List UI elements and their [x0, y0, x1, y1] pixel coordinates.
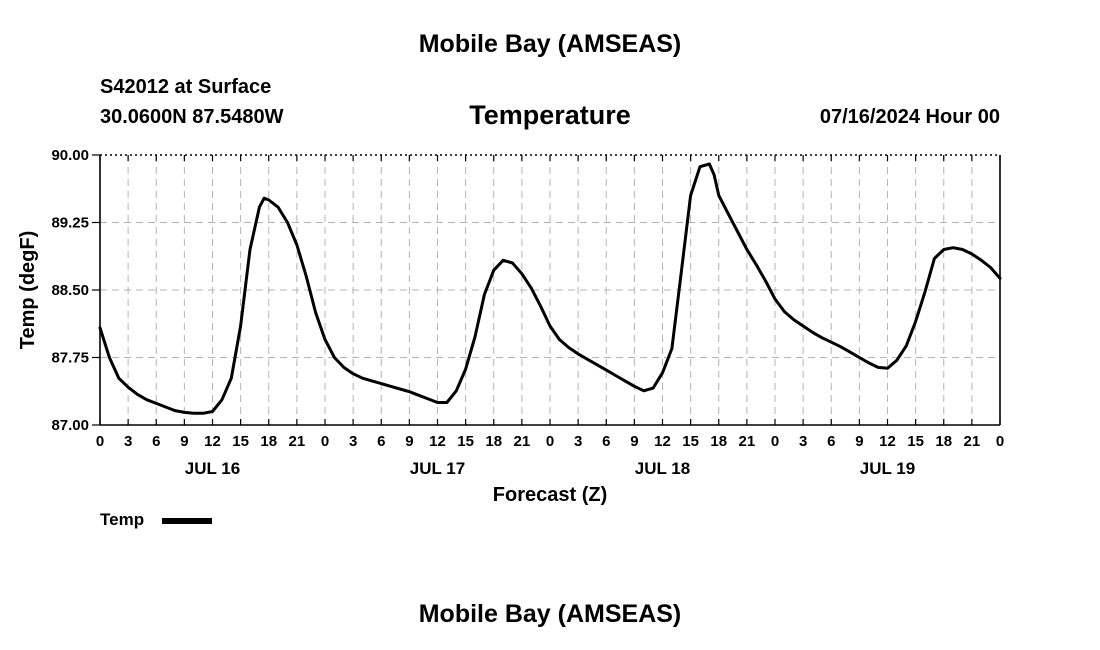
- day-label: JUL 17: [410, 459, 465, 478]
- x-tick-label: 15: [907, 433, 924, 450]
- labels-layer: 0 3 6 9 12 15 18 21 0 3 6 9 12 15 18 21 0 3 6 9 12 15 18 21 0 3 6 9…: [17, 147, 1004, 506]
- x-tick-label: 21: [289, 433, 306, 450]
- x-tick-label: 18: [710, 433, 727, 450]
- footer-title: Mobile Bay (AMSEAS): [418, 600, 682, 628]
- x-tick-label: 3: [574, 433, 582, 450]
- forecast-time-label: 07/16/2024 Hour 00: [819, 106, 1000, 128]
- x-tick-label: 6: [152, 433, 160, 450]
- station-label: S42012 at Surface: [100, 76, 272, 98]
- x-tick-label: 6: [602, 433, 610, 450]
- x-tick-label: 15: [457, 433, 474, 450]
- chart-title: Temperature: [469, 100, 631, 130]
- x-tick-label: 6: [377, 433, 385, 450]
- x-tick-label: 9: [405, 433, 413, 450]
- x-tick-label: 9: [180, 433, 188, 450]
- x-tick-label: 3: [799, 433, 807, 450]
- x-tick-label: 0: [771, 433, 779, 450]
- x-tick-label: 12: [204, 433, 221, 450]
- grid-layer: [100, 155, 1000, 425]
- y-tick-label: 88.50: [51, 282, 89, 299]
- x-tick-label: 0: [996, 433, 1004, 450]
- x-tick-label: 0: [546, 433, 554, 450]
- temp-series-line: [98, 162, 1002, 415]
- main-title: Mobile Bay (AMSEAS): [418, 30, 682, 58]
- x-tick-label: 3: [124, 433, 132, 450]
- series-layer: [98, 162, 1002, 415]
- x-tick-label: 18: [260, 433, 277, 450]
- day-label: JUL 18: [635, 459, 690, 478]
- axes-layer: [92, 154, 1001, 426]
- x-tick-label: 12: [429, 433, 446, 450]
- y-tick-label: 87.75: [51, 350, 89, 367]
- x-tick-label: 6: [827, 433, 835, 450]
- x-tick-label: 21: [739, 433, 756, 450]
- legend-label: Temp: [100, 510, 145, 529]
- x-tick-label: 9: [855, 433, 863, 450]
- y-tick-label: 87.00: [51, 417, 89, 434]
- day-label: JUL 16: [185, 459, 240, 478]
- x-tick-label: 0: [321, 433, 329, 450]
- coordinates-label: 30.0600N 87.5480W: [100, 106, 284, 128]
- x-tick-label: 18: [935, 433, 952, 450]
- x-tick-label: 9: [630, 433, 638, 450]
- x-tick-label: 3: [349, 433, 357, 450]
- x-tick-label: 21: [514, 433, 531, 450]
- x-tick-label: 15: [232, 433, 249, 450]
- x-axis-title: Forecast (Z): [493, 484, 607, 506]
- day-label: JUL 19: [860, 459, 915, 478]
- x-tick-label: 0: [96, 433, 104, 450]
- y-tick-label: 90.00: [51, 147, 89, 164]
- x-tick-label: 12: [654, 433, 671, 450]
- y-tick-label: 89.25: [51, 215, 89, 232]
- legend-line-swatch: [162, 518, 212, 524]
- x-tick-label: 18: [485, 433, 502, 450]
- x-tick-label: 15: [682, 433, 699, 450]
- y-axis-title: Temp (degF): [17, 231, 39, 350]
- x-tick-label: 12: [879, 433, 896, 450]
- x-tick-label: 21: [964, 433, 981, 450]
